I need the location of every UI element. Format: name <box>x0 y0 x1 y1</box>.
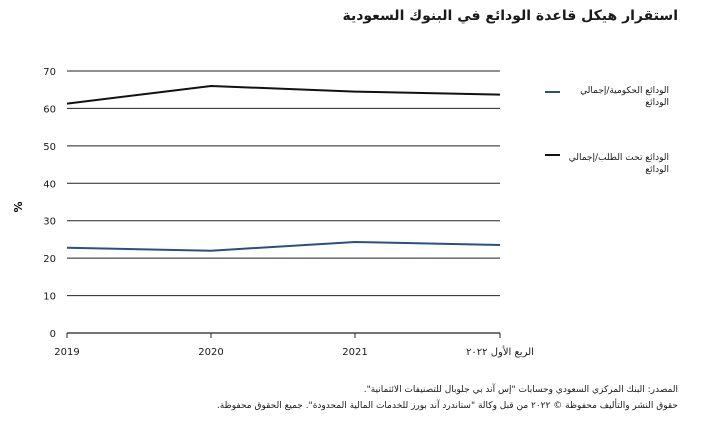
y-tick-label: 50 <box>43 142 56 153</box>
gridlines <box>67 70 500 334</box>
y-tick-labels: 0 10 20 30 40 50 60 70 <box>43 67 56 340</box>
y-tick-label: 60 <box>43 104 56 115</box>
chart-footer: المصدر: البنك المركزي السعودي وحسابات "إ… <box>217 382 678 414</box>
x-tick-label: 2021 <box>342 347 367 358</box>
y-tick-label: 20 <box>43 254 56 265</box>
series-line-0 <box>66 241 501 252</box>
legend-label-government: الودائع الحكومية/إجمالي الودائع <box>580 86 669 108</box>
source-note: المصدر: البنك المركزي السعودي وحسابات "إ… <box>363 385 678 395</box>
x-tick-label: الربع الأول ٢٠٢٢ <box>466 345 534 358</box>
y-tick-label: 0 <box>50 329 56 340</box>
x-tick-label: 2020 <box>198 347 223 358</box>
y-tick-label: 70 <box>43 67 56 78</box>
x-tick-label: 2019 <box>54 347 79 358</box>
series-line-1 <box>66 85 501 105</box>
y-tick-label: 30 <box>43 217 56 228</box>
series-lines <box>66 85 501 252</box>
chart-title: استقرار هيكل قاعدة الودائع في البنوك الس… <box>342 8 678 24</box>
legend-label-demand: الودائع تحت الطلب/إجمالي الودائع <box>568 153 669 175</box>
y-axis-label: % <box>12 201 25 212</box>
copyright-note: حقوق النشر والتأليف محفوظة © ٢٠٢٢ من قبل… <box>216 401 678 411</box>
x-tick-labels: 2019 2020 2021 الربع الأول ٢٠٢٢ <box>54 333 534 358</box>
y-tick-label: 40 <box>43 179 56 190</box>
y-tick-label: 10 <box>43 292 56 303</box>
